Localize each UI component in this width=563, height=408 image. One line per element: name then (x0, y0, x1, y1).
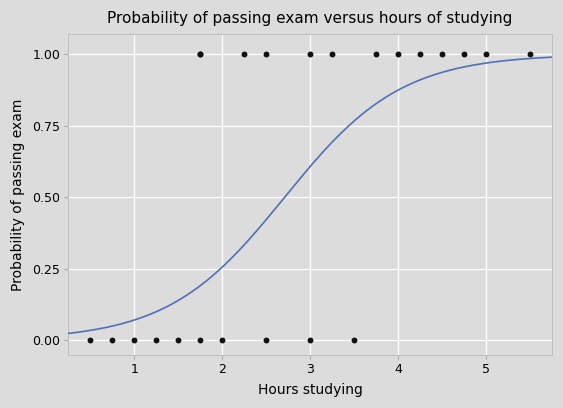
Point (218, 337, 227, 344)
Y-axis label: Probability of passing exam: Probability of passing exam (11, 98, 25, 290)
Point (437, 51, 446, 58)
X-axis label: Hours studying: Hours studying (258, 383, 363, 397)
Point (481, 51, 490, 58)
Point (86, 337, 95, 344)
Point (415, 51, 425, 58)
Point (328, 51, 337, 58)
Point (459, 51, 468, 58)
Point (196, 51, 205, 58)
Point (174, 337, 183, 344)
Point (350, 337, 359, 344)
Point (240, 51, 249, 58)
Point (196, 51, 205, 58)
Point (262, 337, 271, 344)
Point (394, 51, 403, 58)
Point (108, 337, 117, 344)
Point (372, 51, 381, 58)
Point (130, 337, 139, 344)
Point (306, 51, 315, 58)
Point (306, 337, 315, 344)
Point (262, 51, 271, 58)
Point (196, 337, 205, 344)
Point (152, 337, 161, 344)
Point (525, 51, 534, 58)
Title: Probability of passing exam versus hours of studying: Probability of passing exam versus hours… (108, 11, 513, 26)
